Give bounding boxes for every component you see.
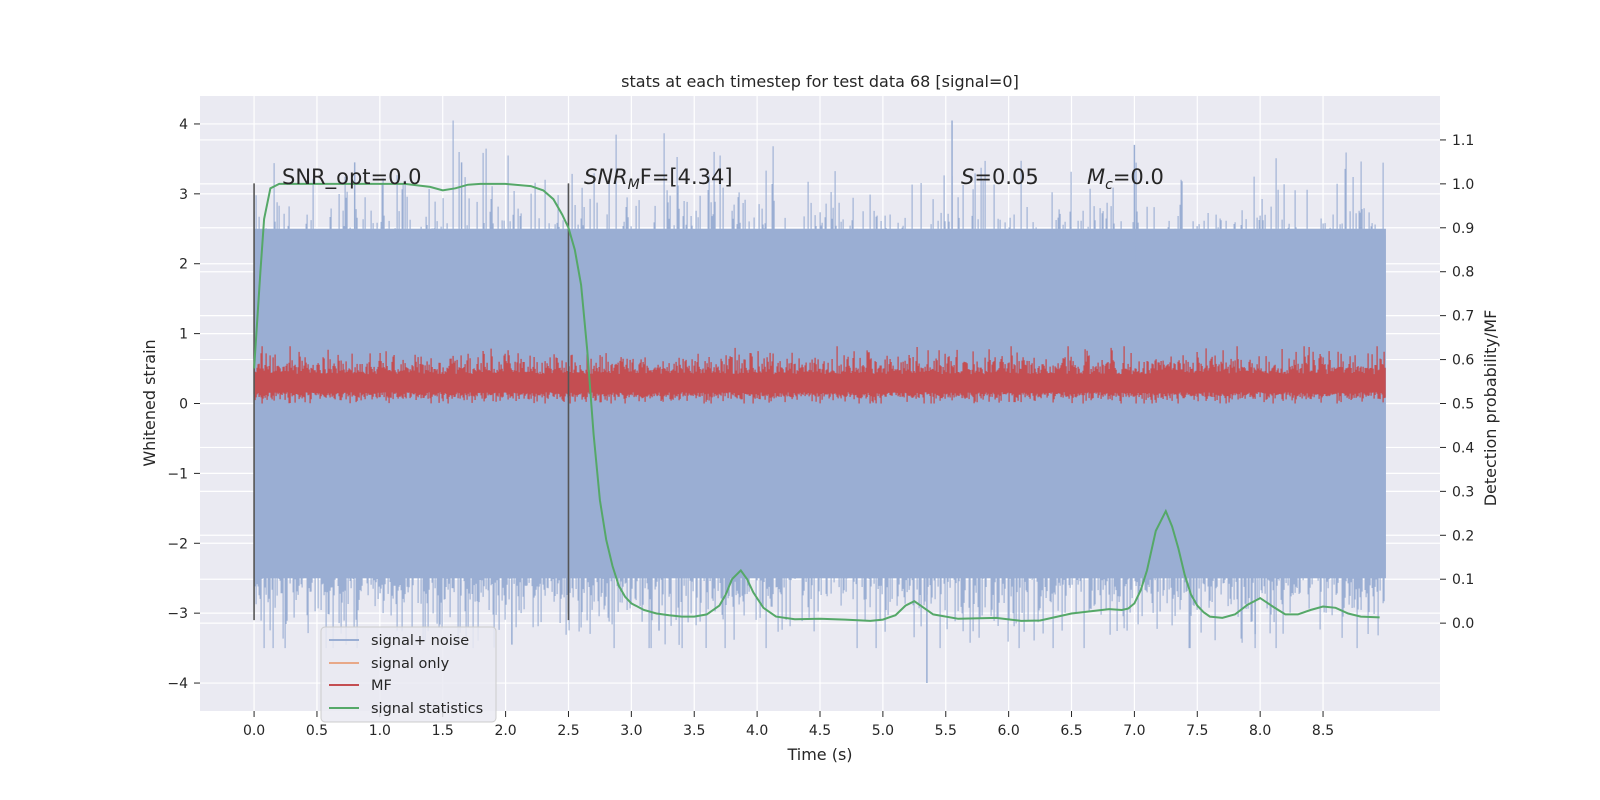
x-tick-label: 4.0 xyxy=(746,723,768,739)
annotation-mc-sub: c xyxy=(1105,177,1113,193)
legend: signal+ noise signal only MF signal stat… xyxy=(320,626,497,723)
y-tick-label: −3 xyxy=(167,606,188,622)
y-tick-label: −4 xyxy=(167,676,188,692)
x-tick-label: 3.5 xyxy=(683,723,705,739)
y-tick-label: 0 xyxy=(179,397,188,413)
legend-label-mf: MF xyxy=(371,678,392,694)
annotation-snr-mf: SNRMF=[4.34] xyxy=(584,165,733,193)
y2-tick-label: 0.0 xyxy=(1452,616,1474,632)
y-tick-label: −2 xyxy=(167,536,188,552)
y2-tick-label: 0.9 xyxy=(1452,221,1474,237)
x-tick-label: 5.5 xyxy=(935,723,957,739)
x-tick-label: 7.5 xyxy=(1186,723,1208,739)
y2-axis-title: Detection probability/MF xyxy=(1481,310,1500,507)
x-tick-label: 8.0 xyxy=(1249,723,1271,739)
chart-title: stats at each timestep for test data 68 … xyxy=(621,72,1019,91)
x-tick-label: 3.0 xyxy=(620,723,642,739)
x-axis-title: Time (s) xyxy=(786,745,852,764)
x-tick-label: 2.5 xyxy=(557,723,579,739)
x-tick-label: 6.5 xyxy=(1060,723,1082,739)
y2-tick-label: 0.1 xyxy=(1452,572,1474,588)
y2-tick-label: 0.8 xyxy=(1452,265,1474,281)
y-tick-label: 1 xyxy=(179,327,188,343)
annotation-snr-mf-main: SNR xyxy=(584,165,628,189)
legend-label-signal-statistics: signal statistics xyxy=(371,701,483,717)
y-tick-label: 3 xyxy=(179,187,188,203)
y2-tick-label: 0.7 xyxy=(1452,309,1474,325)
y2-tick-label: 1.0 xyxy=(1452,177,1474,193)
x-tick-label: 2.0 xyxy=(494,723,516,739)
x-tick-label: 1.5 xyxy=(432,723,454,739)
annotation-s-main: S xyxy=(961,165,974,189)
x-tick-label: 0.5 xyxy=(306,723,328,739)
legend-label-signal-only: signal only xyxy=(371,656,450,672)
x-tick-label: 6.0 xyxy=(998,723,1020,739)
axis-ticks: 0.0 0.5 1.0 1.5 2.0 2.5 3.0 3.5 4.0 4.5 5.0 5.5 6.0 6… xyxy=(167,117,1474,739)
annotations: SNR_opt=0.0 SNRMF=[4.34] S=0.05 Mc=0.0 xyxy=(282,165,1164,193)
annotation-mc-value: Mc=0.0 xyxy=(1087,165,1164,193)
x-tick-label: 0.0 xyxy=(243,723,265,739)
annotation-mc-main: M xyxy=(1087,165,1105,189)
y2-tick-label: 0.6 xyxy=(1452,353,1474,369)
annotation-snr-opt: SNR_opt=0.0 xyxy=(282,165,422,190)
y2-tick-label: 1.1 xyxy=(1452,133,1474,149)
legend-box xyxy=(320,626,497,723)
y-tick-label: 2 xyxy=(179,257,188,273)
annotation-snr-mf-rest: F=[4.34] xyxy=(640,165,733,189)
annotation-s-rest: =0.05 xyxy=(974,165,1038,189)
y-tick-label: 4 xyxy=(179,117,188,133)
y2-tick-label: 0.2 xyxy=(1452,528,1474,544)
y-axis-title: Whitened strain xyxy=(140,339,159,466)
signal-statistics-series xyxy=(253,182,1380,622)
x-tick-label: 7.0 xyxy=(1123,723,1145,739)
x-tick-label: 5.0 xyxy=(872,723,894,739)
legend-label-signal-noise: signal+ noise xyxy=(371,633,469,649)
signal-noise-series xyxy=(253,120,1386,684)
y-tick-label: −1 xyxy=(167,466,188,482)
y2-tick-label: 0.3 xyxy=(1452,484,1474,500)
x-tick-label: 1.0 xyxy=(369,723,391,739)
y2-tick-label: 0.5 xyxy=(1452,397,1474,413)
annotation-mc-rest: =0.0 xyxy=(1113,165,1164,189)
signal-statistics-line xyxy=(253,182,1380,622)
annotation-snr-mf-sub: M xyxy=(628,177,640,193)
x-tick-label: 4.5 xyxy=(809,723,831,739)
y2-tick-label: 0.4 xyxy=(1452,440,1474,456)
annotation-s-value: S=0.05 xyxy=(961,165,1039,189)
x-tick-label: 8.5 xyxy=(1312,723,1334,739)
vertical-markers xyxy=(253,183,570,621)
